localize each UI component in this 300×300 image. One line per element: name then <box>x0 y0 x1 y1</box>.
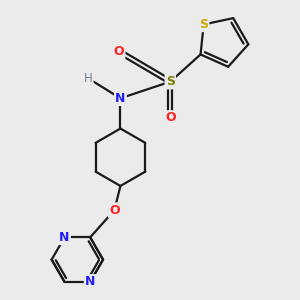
Text: H: H <box>84 72 93 85</box>
Text: O: O <box>109 204 120 217</box>
Text: S: S <box>199 18 208 31</box>
Text: N: N <box>59 231 70 244</box>
Text: O: O <box>165 111 175 124</box>
Text: S: S <box>166 75 175 88</box>
Text: N: N <box>85 275 95 288</box>
Text: N: N <box>115 92 126 105</box>
Text: O: O <box>114 45 124 58</box>
